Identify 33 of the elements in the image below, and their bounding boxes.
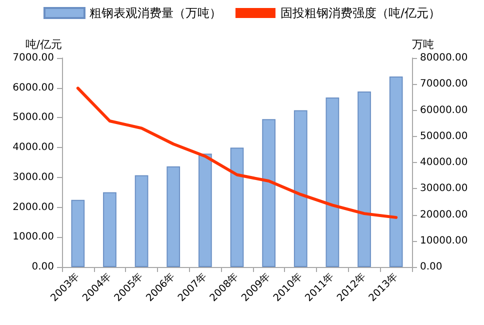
y-tick-label: 7000.00 <box>12 52 54 64</box>
y-tick-label: 0.00 <box>32 262 54 272</box>
y2-tick-label: 20000.00 <box>420 209 468 220</box>
bar <box>294 110 308 267</box>
y2-tick-label: 50000.00 <box>420 130 468 142</box>
y2-tick-label: 40000.00 <box>420 157 468 168</box>
bar <box>262 119 276 267</box>
line-series <box>76 86 398 219</box>
bar <box>326 97 340 267</box>
y-axis-title: 吨/亿元 <box>25 38 62 51</box>
bar <box>198 154 212 267</box>
y-tick-label: 3000.00 <box>12 172 54 183</box>
bar <box>166 166 180 267</box>
y-tick-label: 6000.00 <box>12 82 54 94</box>
bar <box>71 200 85 267</box>
y2-tick-label: 80000.00 <box>420 52 468 64</box>
bar <box>134 175 148 267</box>
y-tick-label: 2000.00 <box>12 202 54 213</box>
y2-axis-title: 万吨 <box>412 38 434 51</box>
bar <box>389 76 403 267</box>
y2-tick-label: 60000.00 <box>420 104 468 116</box>
y2-tick-label: 10000.00 <box>420 235 468 246</box>
legend-label: 粗钢表观消费量（万吨） <box>89 6 222 20</box>
y2-tick-label: 0.00 <box>420 262 442 272</box>
y-tick-label: 4000.00 <box>12 142 54 154</box>
y2-tick-label: 70000.00 <box>420 78 468 90</box>
y-tick-label: 5000.00 <box>12 112 54 124</box>
bar <box>230 148 244 267</box>
y-tick-label: 1000.00 <box>12 232 54 243</box>
legend-label: 固投粗钢消费强度（吨/亿元） <box>280 6 441 20</box>
bar <box>358 91 371 267</box>
bar <box>103 192 116 267</box>
y2-tick-label: 30000.00 <box>420 183 468 194</box>
